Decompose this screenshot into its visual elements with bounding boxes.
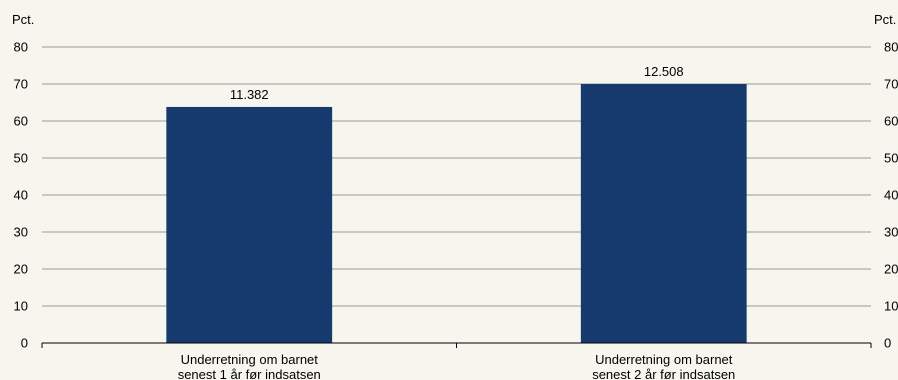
x-tick-label: senest 1 år før indsatsen <box>178 367 321 380</box>
y-tick-label-right: 50 <box>884 151 898 166</box>
y-tick-label-left: 80 <box>14 40 28 55</box>
bar <box>580 84 747 343</box>
axes <box>41 342 872 348</box>
y-tick-label-left: 30 <box>14 225 28 240</box>
data-label: 12.508 <box>644 64 684 79</box>
y-axis-left-ticks: 0 10 20 30 40 50 60 70 80 <box>14 40 28 351</box>
y-axis-right-unit: Pct. <box>874 12 896 27</box>
y-axis-right-ticks: 0 10 20 30 40 50 60 70 80 <box>884 40 898 351</box>
bar <box>166 106 333 343</box>
y-tick-label-right: 80 <box>884 40 898 55</box>
y-tick-label-left: 50 <box>14 151 28 166</box>
y-tick-label-right: 20 <box>884 262 898 277</box>
y-tick-label-right: 10 <box>884 299 898 314</box>
y-tick-label-left: 20 <box>14 262 28 277</box>
bars <box>166 84 747 343</box>
y-tick-label-right: 40 <box>884 188 898 203</box>
x-tick-label: Underretning om barnet <box>181 352 319 367</box>
y-tick-label-right: 60 <box>884 114 898 129</box>
x-tick-label: senest 2 år før indsatsen <box>592 367 735 380</box>
y-tick-label-left: 40 <box>14 188 28 203</box>
y-tick-label-right: 0 <box>884 336 891 351</box>
y-tick-label-left: 10 <box>14 299 28 314</box>
y-tick-label-left: 0 <box>21 336 28 351</box>
y-tick-label-right: 30 <box>884 225 898 240</box>
x-tick-label: Underretning om barnet <box>595 352 733 367</box>
y-axis-left-unit: Pct. <box>12 12 34 27</box>
data-label: 11.382 <box>230 87 269 102</box>
data-labels: 11.382 12.508 <box>230 64 684 102</box>
y-tick-label-right: 70 <box>884 77 898 92</box>
y-tick-label-left: 60 <box>14 114 28 129</box>
y-tick-label-left: 70 <box>14 77 28 92</box>
